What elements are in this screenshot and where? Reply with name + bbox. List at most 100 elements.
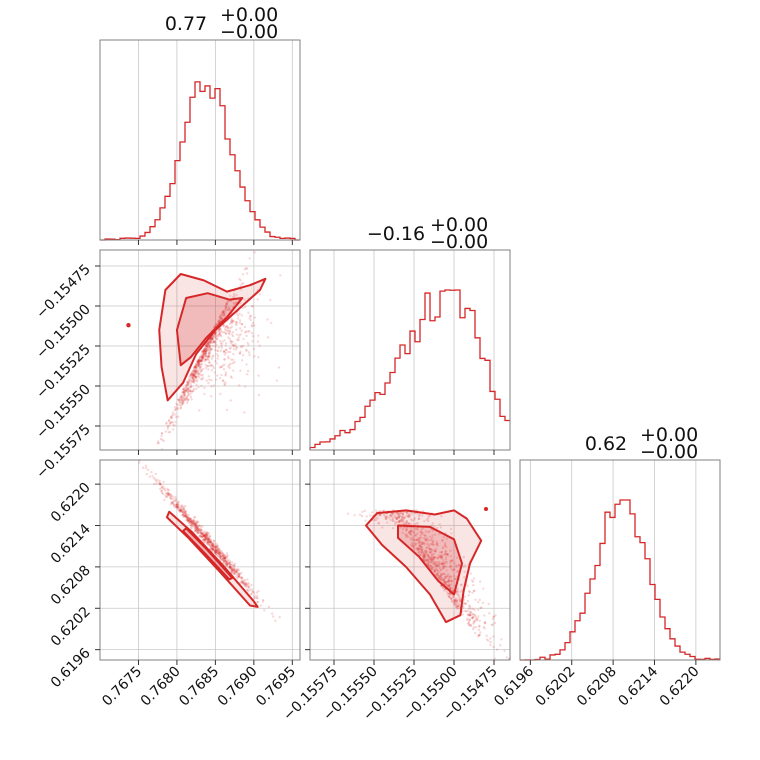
sample-point	[161, 438, 164, 442]
sample-point	[211, 338, 214, 341]
sample-point	[193, 379, 197, 383]
sample-point	[479, 631, 482, 634]
sample-point	[210, 547, 213, 551]
sample-point	[393, 514, 396, 517]
sample-point	[208, 345, 212, 348]
sample-point	[194, 371, 197, 374]
sample-point	[193, 523, 197, 526]
sample-point	[171, 500, 175, 504]
sample-point	[223, 311, 226, 314]
sample-point	[441, 547, 445, 550]
sample-point	[413, 527, 417, 531]
sample-point	[416, 528, 419, 531]
sample-point	[236, 573, 239, 576]
sample-point	[204, 351, 208, 355]
sample-point	[415, 538, 418, 542]
sample-point	[445, 561, 449, 564]
sample-point	[469, 610, 472, 613]
sample-point	[208, 364, 211, 368]
sample-point	[195, 528, 198, 532]
sample-point	[204, 539, 207, 543]
sample-point	[233, 571, 237, 575]
sample-point	[182, 393, 186, 396]
sample-point	[468, 623, 471, 626]
sample-point	[217, 335, 221, 338]
sample-point	[204, 349, 207, 353]
sample-point	[405, 512, 409, 515]
sample-point	[166, 487, 169, 490]
sample-point	[208, 344, 211, 347]
sample-point	[416, 548, 419, 551]
sample-point	[205, 358, 208, 361]
sample-point	[214, 550, 217, 554]
sample-point	[231, 561, 234, 564]
sample-point	[226, 555, 229, 558]
sample-point	[203, 347, 206, 351]
sample-point	[431, 539, 434, 542]
sample-point	[428, 530, 431, 533]
sample-point	[405, 514, 408, 518]
sample-point	[209, 339, 212, 343]
sample-point	[207, 537, 211, 541]
sample-point	[179, 509, 182, 513]
sample-point	[477, 625, 481, 628]
sample-point	[211, 355, 214, 358]
sample-point	[188, 517, 191, 520]
sample-point	[181, 401, 184, 404]
sample-point	[256, 600, 260, 604]
sample-point	[212, 384, 215, 387]
sample-point	[162, 439, 166, 443]
sample-point	[164, 430, 167, 433]
sample-point	[198, 356, 202, 359]
sample-point	[230, 563, 234, 567]
sample-point	[184, 389, 188, 393]
sample-point	[167, 493, 170, 497]
sample-point	[208, 338, 212, 341]
sample-point	[423, 520, 426, 523]
sample-point	[204, 532, 207, 536]
sample-point	[170, 416, 173, 419]
sample-point	[197, 524, 200, 528]
sample-point	[196, 374, 200, 378]
sample-point	[224, 304, 227, 308]
sample-point	[192, 519, 195, 523]
sample-point	[414, 544, 417, 547]
sample-point	[449, 561, 452, 564]
sample-point	[192, 387, 196, 391]
sample-point	[194, 365, 197, 368]
sample-point	[191, 380, 195, 384]
sample-point	[454, 603, 457, 606]
sample-point	[467, 594, 471, 597]
sample-point	[207, 355, 210, 358]
sample-point	[218, 555, 221, 558]
sample-point	[217, 547, 220, 550]
sample-point	[235, 320, 239, 324]
sample-point	[392, 512, 395, 515]
sample-point	[364, 519, 367, 522]
sample-point	[204, 537, 208, 541]
sample-point	[216, 354, 220, 358]
sample-point	[187, 379, 191, 382]
sample-point	[417, 536, 421, 540]
sample-point	[166, 489, 169, 492]
sample-point	[188, 375, 191, 379]
sample-point	[205, 533, 208, 536]
sample-point	[190, 390, 193, 393]
sample-point	[203, 349, 207, 353]
sample-point	[217, 320, 220, 324]
sample-point	[196, 528, 199, 531]
sample-point	[198, 524, 202, 528]
sample-point	[472, 626, 476, 629]
sample-point	[188, 518, 191, 522]
sample-point	[192, 367, 196, 371]
sample-point	[193, 365, 197, 368]
sample-point	[430, 566, 434, 569]
sample-point	[432, 557, 435, 560]
sample-point	[232, 347, 236, 351]
sample-point	[415, 527, 419, 530]
sample-point	[475, 618, 478, 621]
sample-point	[391, 516, 394, 520]
sample-point	[432, 556, 436, 560]
sample-point	[227, 336, 230, 339]
sample-point	[202, 350, 205, 353]
